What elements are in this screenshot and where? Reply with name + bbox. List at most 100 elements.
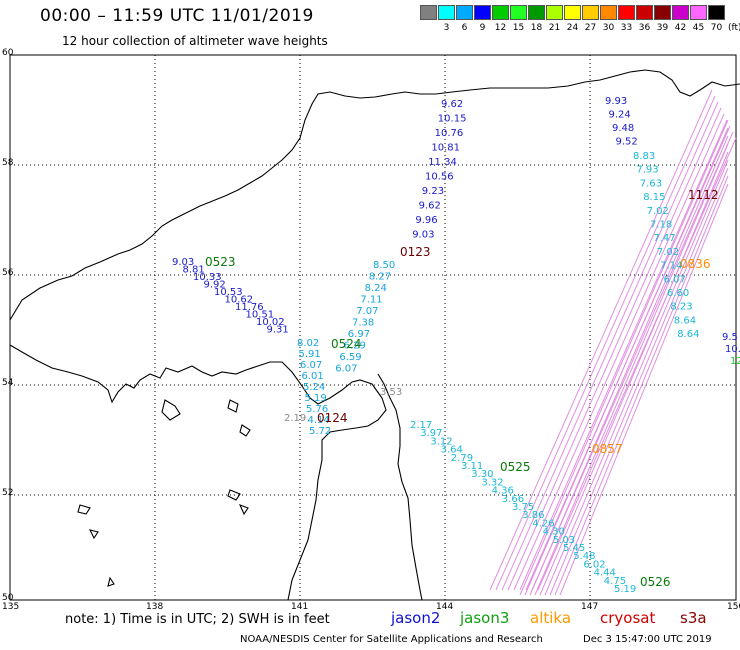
pass-time-label: 0836 [680, 257, 711, 271]
credit-line: NOAA/NESDIS Center for Satellite Applica… [240, 634, 543, 645]
legend-swatch [492, 5, 509, 20]
wave-height-value: 3.64 [441, 445, 463, 456]
s3a-track-line [519, 119, 728, 591]
pass-time-label: 1112 [688, 188, 719, 202]
s3a-track-line [507, 107, 722, 591]
wave-height-value: 8.50 [373, 260, 395, 271]
pass-time-label: 0524 [331, 337, 362, 351]
island-e [88, 529, 99, 540]
wave-height-value: 10.56 [425, 172, 454, 183]
wave-height-value: 7.11 [360, 295, 382, 306]
island-f [107, 576, 115, 587]
s3a-swath [489, 89, 737, 596]
wave-height-value: 6.07 [335, 364, 357, 375]
s3a-track-line [554, 175, 729, 596]
wave-height-value: 5.76 [306, 404, 328, 415]
wave-height-value: 4.30 [543, 527, 565, 538]
legend-label: 3 [443, 23, 450, 33]
legend-label: 9 [479, 23, 486, 33]
legend-swatch [636, 5, 653, 20]
wave-height-value: 6.07 [664, 274, 686, 285]
generated-timestamp: Dec 3 15:47:00 UTC 2019 [583, 634, 712, 645]
legend-label: 30 [602, 23, 615, 33]
pass-time-label: 0123 [400, 245, 431, 259]
wave-height-value: 8.24 [365, 283, 387, 294]
lat-tick-label: 54 [2, 378, 14, 388]
wave-height-value: 8.02 [297, 338, 319, 349]
legend-label: 36 [638, 23, 651, 33]
satellite-legend-s3a: s3a [680, 609, 707, 627]
legend-unit: (ft) [728, 23, 740, 33]
island-c [239, 424, 251, 437]
legend-swatch [474, 5, 491, 20]
s3a-track-line [539, 151, 729, 596]
legend-label: 12 [494, 23, 507, 33]
legend-label: 15 [512, 23, 525, 33]
lon-tick-label: 138 [146, 602, 164, 612]
wave-height-value: 10.51 [246, 310, 275, 321]
wave-height-value: 7.93 [636, 165, 658, 176]
wave-height-value: 3.75 [512, 502, 534, 513]
wave-height-value: 7.47 [653, 233, 675, 244]
lon-tick-label: 135 [2, 602, 20, 612]
wave-height-value: 5.19 [614, 584, 636, 595]
island-b [227, 399, 239, 413]
wave-height-value: 7.38 [352, 318, 374, 329]
wave-height-value: 12 [730, 356, 740, 367]
legend-label: 21 [548, 23, 561, 33]
wave-height-value: 6.97 [348, 329, 370, 340]
wave-height-value: 8.27 [369, 272, 391, 283]
island-a [161, 399, 181, 421]
wave-height-value: 9.52 [616, 137, 638, 148]
s3a-track-line [534, 143, 729, 596]
legend-swatch [708, 5, 725, 20]
wave-height-value: 9.96 [415, 215, 437, 226]
s3a-track-line [531, 131, 734, 591]
legend-swatch [510, 5, 527, 20]
wave-height-value: 7.02 [647, 206, 669, 217]
satellite-legend-cryosat: cryosat [600, 609, 656, 627]
wave-height-value: 8.15 [643, 192, 665, 203]
wave-height-value: 7.63 [640, 178, 662, 189]
legend-label: 6 [461, 23, 468, 33]
wave-height-value: 3.12 [430, 436, 452, 447]
s3a-track-line [549, 167, 729, 596]
wave-height-value: 9.93 [605, 96, 627, 107]
island-g [227, 489, 241, 501]
wave-height-value: 3.66 [502, 494, 524, 505]
legend-swatch [654, 5, 671, 20]
s3a-track-line [559, 183, 729, 596]
wave-height-value: 6.60 [667, 288, 689, 299]
lat-tick-label: 56 [2, 268, 14, 278]
wave-height-value: 2.19 [284, 413, 306, 424]
map-frame [9, 54, 737, 601]
lon-tick-label: 150 [727, 602, 740, 612]
legend-label: 39 [656, 23, 669, 33]
coastline-sakhalin [9, 344, 387, 601]
wave-height-value: 9.92 [204, 280, 226, 291]
wave-height-value: 8.81 [183, 265, 205, 276]
lon-tick-label: 144 [436, 602, 454, 612]
wave-height-value: 4.36 [492, 486, 514, 497]
wave-height-value: 3.32 [481, 477, 503, 488]
wave-height-value: 7.14 [660, 261, 682, 272]
lat-lon-grid [9, 54, 737, 601]
lat-tick-label: 50 [2, 593, 14, 603]
legend-swatch [618, 5, 635, 20]
satellite-legend-jason2: jason2 [391, 609, 441, 627]
legend-label: 70 [710, 23, 723, 33]
pass-time-label: 0523 [205, 255, 236, 269]
wave-height-value: 5.45 [563, 543, 585, 554]
lat-tick-label: 52 [2, 488, 14, 498]
wave-height-value: 10.33 [193, 272, 222, 283]
wave-height-value: 7.07 [356, 306, 378, 317]
legend-label: 24 [566, 23, 579, 33]
wave-height-value: 9.23 [422, 186, 444, 197]
s3a-track-line [544, 159, 729, 596]
wave-height-value: 9.31 [267, 325, 289, 336]
legend-swatch [528, 5, 545, 20]
pass-time-label: 0124 [317, 411, 348, 425]
wave-height-value: 6.01 [302, 371, 324, 382]
wave-height-value: 2.79 [451, 453, 473, 464]
